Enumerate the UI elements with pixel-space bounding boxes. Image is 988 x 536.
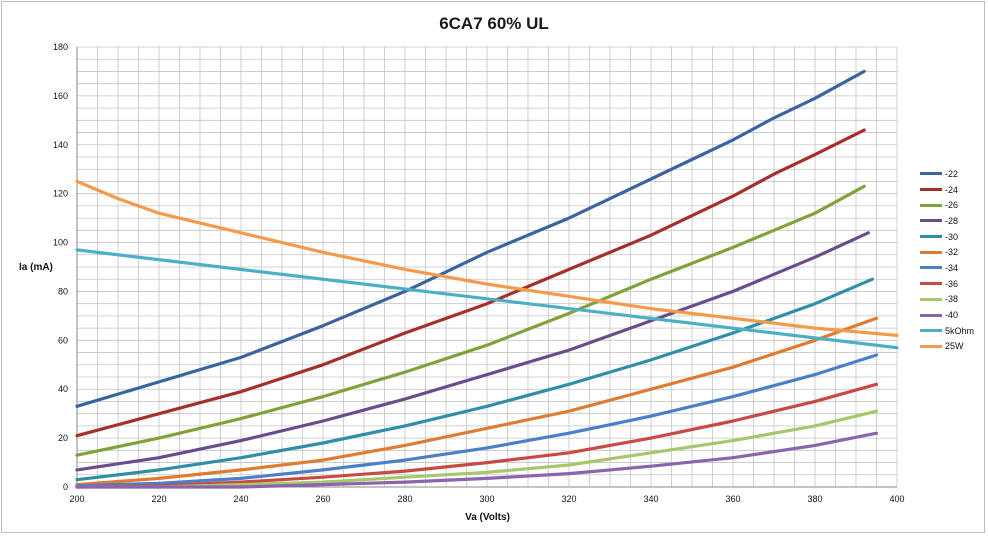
series-line xyxy=(75,353,879,488)
series-line xyxy=(75,69,866,408)
legend-item: -40 xyxy=(920,307,974,323)
y-tick-label: 20 xyxy=(58,433,68,443)
legend-item: 5kOhm xyxy=(920,323,974,339)
legend-swatch xyxy=(920,344,942,348)
legend-label: -28 xyxy=(945,215,959,226)
legend-swatch xyxy=(920,329,942,333)
legend-label: -24 xyxy=(945,184,959,195)
legend-item: -32 xyxy=(920,244,974,260)
y-tick-label: 160 xyxy=(53,91,68,101)
tick-labels: 200 220 240 260 280 300 320 340 360 380 400 0 20 40 60… xyxy=(53,42,905,504)
legend-item: -26 xyxy=(920,197,974,213)
legend-label: -40 xyxy=(945,310,959,321)
series-line xyxy=(75,382,879,489)
series-line xyxy=(75,128,866,438)
x-tick-label: 200 xyxy=(69,494,84,504)
x-tick-label: 220 xyxy=(151,494,166,504)
legend-label: -34 xyxy=(945,262,959,273)
chart-title: 6CA7 60% UL xyxy=(439,14,549,33)
x-axis-label: Va (Volts) xyxy=(465,512,510,523)
series-line xyxy=(75,316,879,487)
legend-swatch xyxy=(920,188,942,192)
legend-swatch xyxy=(920,203,942,207)
x-tick-label: 320 xyxy=(561,494,576,504)
series-line xyxy=(75,184,866,457)
legend-item: -28 xyxy=(920,213,974,229)
y-tick-label: 180 xyxy=(53,42,68,52)
legend-item: 25W xyxy=(920,339,974,355)
legend-swatch xyxy=(920,297,942,301)
x-tick-label: 340 xyxy=(643,494,658,504)
y-tick-label: 40 xyxy=(58,384,68,394)
legend-label: -32 xyxy=(945,247,959,258)
x-tick-label: 360 xyxy=(725,494,740,504)
legend-swatch xyxy=(920,313,942,317)
x-tick-label: 280 xyxy=(397,494,412,504)
legend-swatch xyxy=(920,250,942,254)
legend-swatch xyxy=(920,266,942,270)
y-tick-label: 140 xyxy=(53,140,68,150)
legend-item: -38 xyxy=(920,292,974,308)
series-line xyxy=(75,277,874,482)
series-line xyxy=(75,431,879,489)
x-tick-label: 380 xyxy=(807,494,822,504)
series-line xyxy=(75,179,899,337)
legend-swatch xyxy=(920,172,942,176)
legend-swatch xyxy=(920,235,942,239)
grid-lines xyxy=(76,46,898,488)
legend: -22 -24 -26 -28 -30 -32 -34 -36 -38 -40 5kOhm 25W xyxy=(920,166,974,354)
y-tick-label: 120 xyxy=(53,189,68,199)
y-axis-label: Ia (mA) xyxy=(19,262,53,273)
legend-item: -34 xyxy=(920,260,974,276)
x-tick-label: 400 xyxy=(889,494,904,504)
series-lines xyxy=(75,69,899,489)
legend-label: 5kOhm xyxy=(945,325,975,336)
legend-swatch xyxy=(920,282,942,286)
y-tick-label: 0 xyxy=(63,482,68,492)
x-tick-label: 300 xyxy=(479,494,494,504)
legend-item: -22 xyxy=(920,166,974,182)
legend-label: -22 xyxy=(945,168,959,179)
legend-label: -38 xyxy=(945,294,959,305)
legend-label: 25W xyxy=(945,341,964,352)
legend-label: -36 xyxy=(945,278,959,289)
x-tick-label: 260 xyxy=(315,494,330,504)
legend-label: -26 xyxy=(945,200,959,211)
legend-item: -24 xyxy=(920,182,974,198)
series-line xyxy=(75,231,870,472)
y-tick-label: 60 xyxy=(58,335,68,345)
y-tick-label: 100 xyxy=(53,238,68,248)
x-tick-label: 240 xyxy=(233,494,248,504)
legend-swatch xyxy=(920,219,942,223)
y-tick-label: 80 xyxy=(58,286,68,296)
legend-item: -36 xyxy=(920,276,974,292)
series-line xyxy=(75,248,899,350)
legend-item: -30 xyxy=(920,229,974,245)
legend-label: -30 xyxy=(945,231,959,242)
